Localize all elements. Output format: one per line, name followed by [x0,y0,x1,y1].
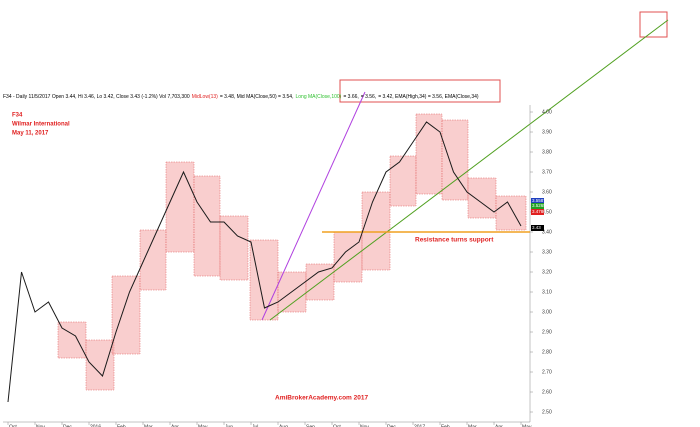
company-name: Wilmar International [12,122,70,128]
x-tick-label: Apr [495,424,503,427]
x-tick-label: 2017 [414,424,425,427]
x-tick-label: Mar [468,424,477,427]
x-tick-label: Jun [225,424,233,427]
y-tick-label: 3.30 [542,249,552,255]
range-box [219,215,249,281]
header-part: Long MA(Close,100) [295,94,341,100]
header-part: = 3.42, EMA(High,34) = 3.56, EMA(Close,3… [378,94,479,100]
x-tick-label: Dec [387,424,396,427]
y-tick-label: 3.90 [542,129,552,135]
header-part: F34 - Daily 11/5/2017 Open 3.44, Hi 3.46… [3,94,190,100]
y-tick-label: 3.60 [542,189,552,195]
highlight-box [639,11,668,38]
chart-date: May 11, 2017 [12,131,49,137]
y-tick-label: 2.80 [542,349,552,355]
price-tag-label: 3.5587 [532,198,546,203]
x-tick-label: May [522,424,532,427]
x-tick-label: Feb [117,424,126,427]
price-tag-label: 3.4780 [532,209,546,214]
highlight-box [339,79,501,103]
y-tick-label: 3.20 [542,269,552,275]
price-line [7,121,522,403]
range-box [495,195,527,231]
x-tick-label: Nov [36,424,45,427]
header-part: = 3.66, [343,94,358,100]
y-tick-label: 3.10 [542,289,552,295]
trend-line [261,91,366,321]
header-part: = 3.48, Mid MA(Close,50) = 3.54, [220,94,294,100]
range-boxes [57,113,527,391]
header-part: MidLow(13) [192,94,218,100]
x-tick-label: Dec [63,424,72,427]
price-tag: 3.4780 [531,209,546,215]
y-tick-label: 2.70 [542,369,552,375]
price-tag-bg [531,203,544,209]
trend-line [269,19,669,321]
price-tag-bg [531,209,544,215]
y-tick-label: 4.00 [542,109,552,115]
price-tag-bg [531,225,544,231]
price-tag: 3.43 [531,225,544,231]
range-box [333,231,363,283]
y-tick-label: 3.40 [542,229,552,235]
y-tick-label: 2.60 [542,389,552,395]
x-tick-label: 2016 [90,424,101,427]
range-box [467,177,497,219]
x-tick-label: Oct [333,424,341,427]
price-tag: 3.5265 [531,203,546,209]
price-tag-label: 3.43 [532,225,541,230]
range-box [389,155,417,207]
price-tag-label: 3.5265 [532,203,546,208]
range-box [361,191,391,271]
x-tick-label: Aug [279,424,288,427]
range-box [85,339,115,391]
price-tag: 3.5587 [531,198,546,204]
chart-header: F34 - Daily 11/5/2017 Open 3.44, Hi 3.46… [3,94,479,100]
x-tick-label: May [198,424,208,427]
range-box [415,113,443,195]
x-tick-label: Feb [441,424,450,427]
annotation: Resistance turns support [415,237,494,244]
price-tag-bg [531,198,544,204]
y-tick-label: 3.70 [542,169,552,175]
x-tick-label: Apr [171,424,179,427]
range-box [111,275,141,355]
y-tick-label: 3.00 [542,309,552,315]
range-box [57,321,87,359]
x-tick-label: Nov [360,424,369,427]
range-box [193,175,221,277]
x-tick-label: Sep [306,424,315,427]
y-tick-label: 3.50 [542,209,552,215]
y-tick-label: 3.80 [542,149,552,155]
header-part: = 3.56, [361,94,376,100]
y-tick-label: 2.90 [542,329,552,335]
watermark: AmiBrokerAcademy.com 2017 [275,395,368,402]
x-tick-label: Oct [9,424,17,427]
symbol: F34 [12,113,23,119]
range-box [165,161,195,253]
x-tick-label: Mar [144,424,153,427]
y-tick-label: 2.50 [542,409,552,415]
x-tick-label: Jul [252,424,258,427]
